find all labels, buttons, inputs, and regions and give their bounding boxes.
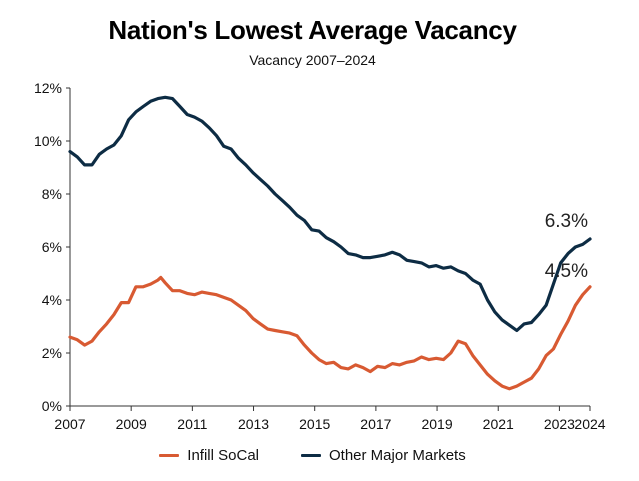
series-line-other-major-markets [68, 95, 592, 333]
chart-series [68, 95, 592, 391]
legend-label-other-major-markets: Other Major Markets [329, 447, 466, 464]
chart-axes: 0% 2% 4% 6% 8% 10% 12% 2007 2009 2011 2013 2015 2017… [34, 80, 606, 432]
x-tick-label: 2024 [574, 416, 605, 432]
chart-title: Nation's Lowest Average Vacancy [108, 15, 517, 45]
y-tick-label: 6% [42, 239, 62, 255]
x-tick-label: 2009 [116, 416, 147, 432]
x-tick-label: 2019 [421, 416, 452, 432]
chart-subtitle: Vacancy 2007–2024 [249, 52, 376, 68]
y-tick-label: 2% [42, 345, 62, 361]
x-tick-label: 2011 [177, 416, 207, 432]
legend-item-infill-socal: Infill SoCal [159, 447, 259, 464]
legend-label-infill-socal: Infill SoCal [187, 447, 259, 464]
x-tick-label: 2015 [299, 416, 330, 432]
series-line-infill-socal [68, 275, 592, 391]
x-tick-label: 2021 [483, 416, 514, 432]
x-tick-label: 2023 [544, 416, 575, 432]
y-tick-label: 10% [34, 133, 62, 149]
x-tick-label: 2013 [238, 416, 269, 432]
legend-swatch-infill-socal [159, 454, 180, 457]
y-tick-label: 12% [34, 80, 62, 96]
x-tick-label: 2017 [360, 416, 391, 432]
chart-legend: Infill SoCal Other Major Markets [0, 447, 625, 464]
end-value-label-other-major-markets: 6.3% [545, 211, 588, 232]
legend-item-other-major-markets: Other Major Markets [301, 447, 466, 464]
y-tick-label: 4% [42, 292, 62, 308]
end-value-label-infill-socal: 4.5% [545, 261, 588, 282]
chart-end-labels: 4.5% 6.3% [545, 211, 588, 282]
y-tick-label: 8% [42, 186, 62, 202]
legend-swatch-other-major-markets [301, 454, 321, 457]
x-tick-label: 2007 [54, 416, 85, 432]
y-tick-label: 0% [42, 398, 62, 414]
